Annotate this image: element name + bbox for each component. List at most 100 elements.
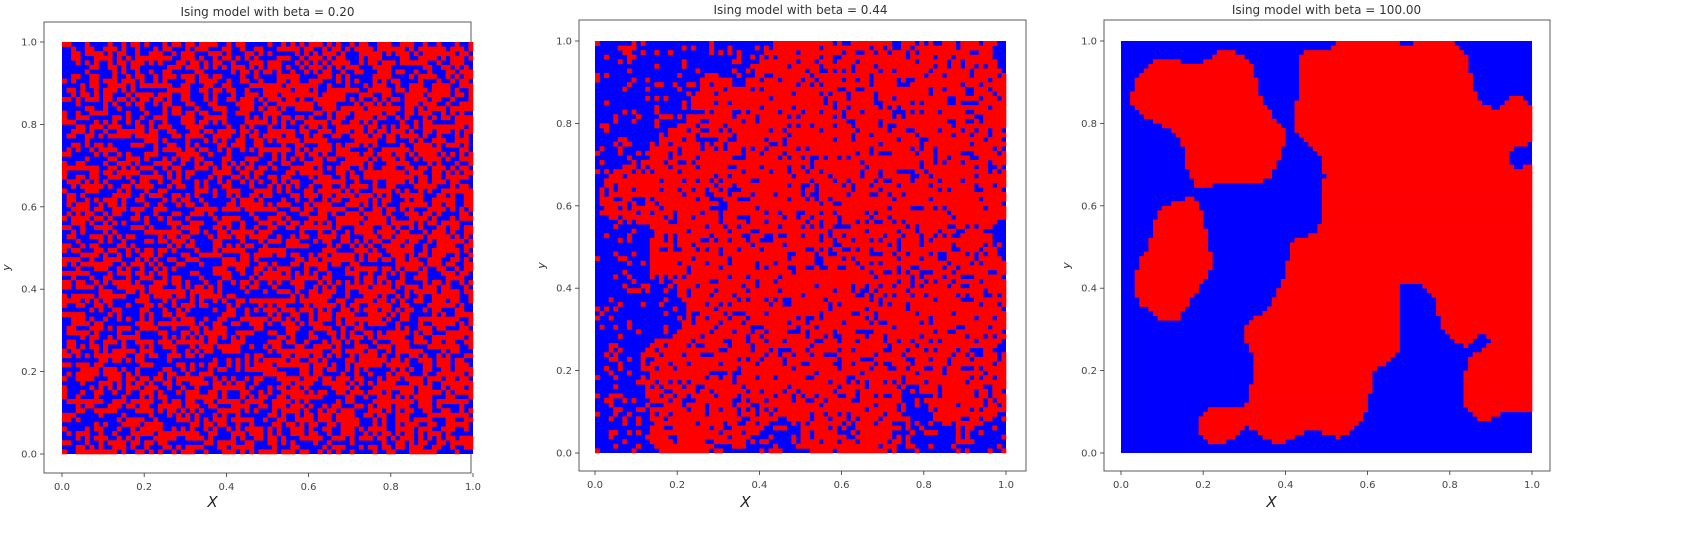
spin-up-cell xyxy=(372,119,378,125)
spin-up-cell xyxy=(112,69,118,75)
spin-up-cell xyxy=(700,388,710,394)
spin-up-cell xyxy=(955,118,966,124)
chart-panel-1: Ising model with beta = 0.20 0.0 0.2 0.4 0.6… xyxy=(0,0,540,558)
spin-up-cell xyxy=(463,193,474,198)
spin-up-cell xyxy=(167,257,177,263)
spin-up-cell xyxy=(974,407,979,413)
spin-up-cell xyxy=(850,411,883,417)
spin-up-cell xyxy=(928,73,943,78)
spin-up-cell xyxy=(89,344,99,350)
spin-up-cell xyxy=(914,398,920,403)
spin-up-cell xyxy=(199,408,204,414)
spin-up-cell xyxy=(900,269,906,275)
spin-up-cell xyxy=(663,352,683,358)
spin-up-cell xyxy=(700,132,733,138)
spin-up-cell xyxy=(427,238,433,244)
spin-up-cell xyxy=(66,193,76,198)
spin-up-cell xyxy=(1253,379,1373,385)
spin-up-cell xyxy=(736,375,756,381)
spin-up-cell xyxy=(162,275,168,281)
spin-up-cell xyxy=(262,344,268,350)
spin-up-cell xyxy=(262,110,282,116)
spin-up-cell xyxy=(992,324,1007,330)
spin-up-cell xyxy=(878,352,902,358)
spin-up-cell xyxy=(230,174,241,180)
spin-up-cell xyxy=(208,101,218,107)
spin-up-cell xyxy=(923,237,929,243)
spin-up-cell xyxy=(468,298,474,304)
spin-up-cell xyxy=(891,448,897,454)
spin-up-cell xyxy=(459,165,469,171)
spin-up-cell xyxy=(93,225,113,230)
spin-up-cell xyxy=(130,96,136,102)
spin-up-cell xyxy=(84,106,95,111)
spin-up-cell xyxy=(221,376,227,382)
spin-up-cell xyxy=(1253,375,1373,381)
spin-up-cell xyxy=(919,41,925,46)
spin-up-cell xyxy=(608,187,614,193)
spin-up-cell xyxy=(718,146,724,152)
spin-up-cell xyxy=(148,124,154,130)
spin-up-cell xyxy=(358,42,369,47)
spin-up-cell xyxy=(795,443,879,449)
spin-up-cell xyxy=(75,110,81,116)
spin-up-cell xyxy=(125,289,136,295)
spin-up-cell xyxy=(649,247,660,252)
spin-up-cell xyxy=(1303,137,1533,143)
spin-up-cell xyxy=(864,86,929,92)
spin-up-cell xyxy=(595,41,600,46)
spin-up-cell xyxy=(636,416,641,422)
spin-up-cell xyxy=(62,293,67,299)
spin-up-cell xyxy=(148,449,154,455)
spin-up-cell xyxy=(1001,292,1007,298)
spin-up-cell xyxy=(89,234,104,240)
spin-up-cell xyxy=(445,69,456,75)
spin-up-cell xyxy=(336,64,341,70)
spin-up-cell xyxy=(157,252,163,258)
spin-up-cell xyxy=(89,124,104,130)
spin-up-cell xyxy=(221,183,232,189)
spin-up-cell xyxy=(116,243,127,249)
spin-up-cell xyxy=(814,160,861,165)
spin-up-cell xyxy=(978,251,984,257)
spin-up-cell xyxy=(363,83,369,89)
spin-up-cell xyxy=(450,385,465,391)
spin-up-cell xyxy=(331,133,341,139)
spin-up-cell xyxy=(418,138,424,144)
spin-up-cell xyxy=(1504,100,1528,106)
spin-up-cell xyxy=(878,420,893,426)
spin-up-cell xyxy=(823,260,856,266)
spin-up-cell xyxy=(262,115,268,121)
spin-up-cell xyxy=(62,78,67,84)
spin-up-cell xyxy=(1440,324,1533,330)
spin-up-cell xyxy=(736,137,765,143)
spin-up-cell xyxy=(363,174,414,180)
spin-up-cell xyxy=(791,301,829,307)
spin-up-cell xyxy=(878,311,915,316)
spin-up-cell xyxy=(937,297,961,303)
spin-up-cell xyxy=(372,431,378,436)
spin-up-cell xyxy=(1134,283,1199,289)
spin-up-cell xyxy=(1321,160,1510,165)
spin-up-cell xyxy=(107,385,113,391)
spin-up-cell xyxy=(649,265,687,271)
spin-up-cell xyxy=(294,197,300,203)
spin-up-cell xyxy=(672,155,696,161)
spin-up-cell xyxy=(955,269,989,275)
spin-up-cell xyxy=(855,425,902,431)
spin-up-cell xyxy=(299,298,328,304)
spin-up-cell xyxy=(631,228,637,234)
spin-up-cell xyxy=(345,211,360,217)
spin-up-cell xyxy=(608,214,619,220)
spin-up-cell xyxy=(823,237,833,243)
spin-up-cell xyxy=(736,182,788,188)
spin-up-cell xyxy=(805,210,820,216)
spin-up-cell xyxy=(80,261,113,267)
spin-up-cell xyxy=(855,63,874,69)
spin-up-cell xyxy=(395,261,424,267)
spin-up-cell xyxy=(71,51,81,57)
spin-up-cell xyxy=(640,160,664,165)
spin-up-cell xyxy=(1001,352,1007,358)
spin-up-cell xyxy=(135,353,145,359)
spin-up-cell xyxy=(185,78,195,84)
